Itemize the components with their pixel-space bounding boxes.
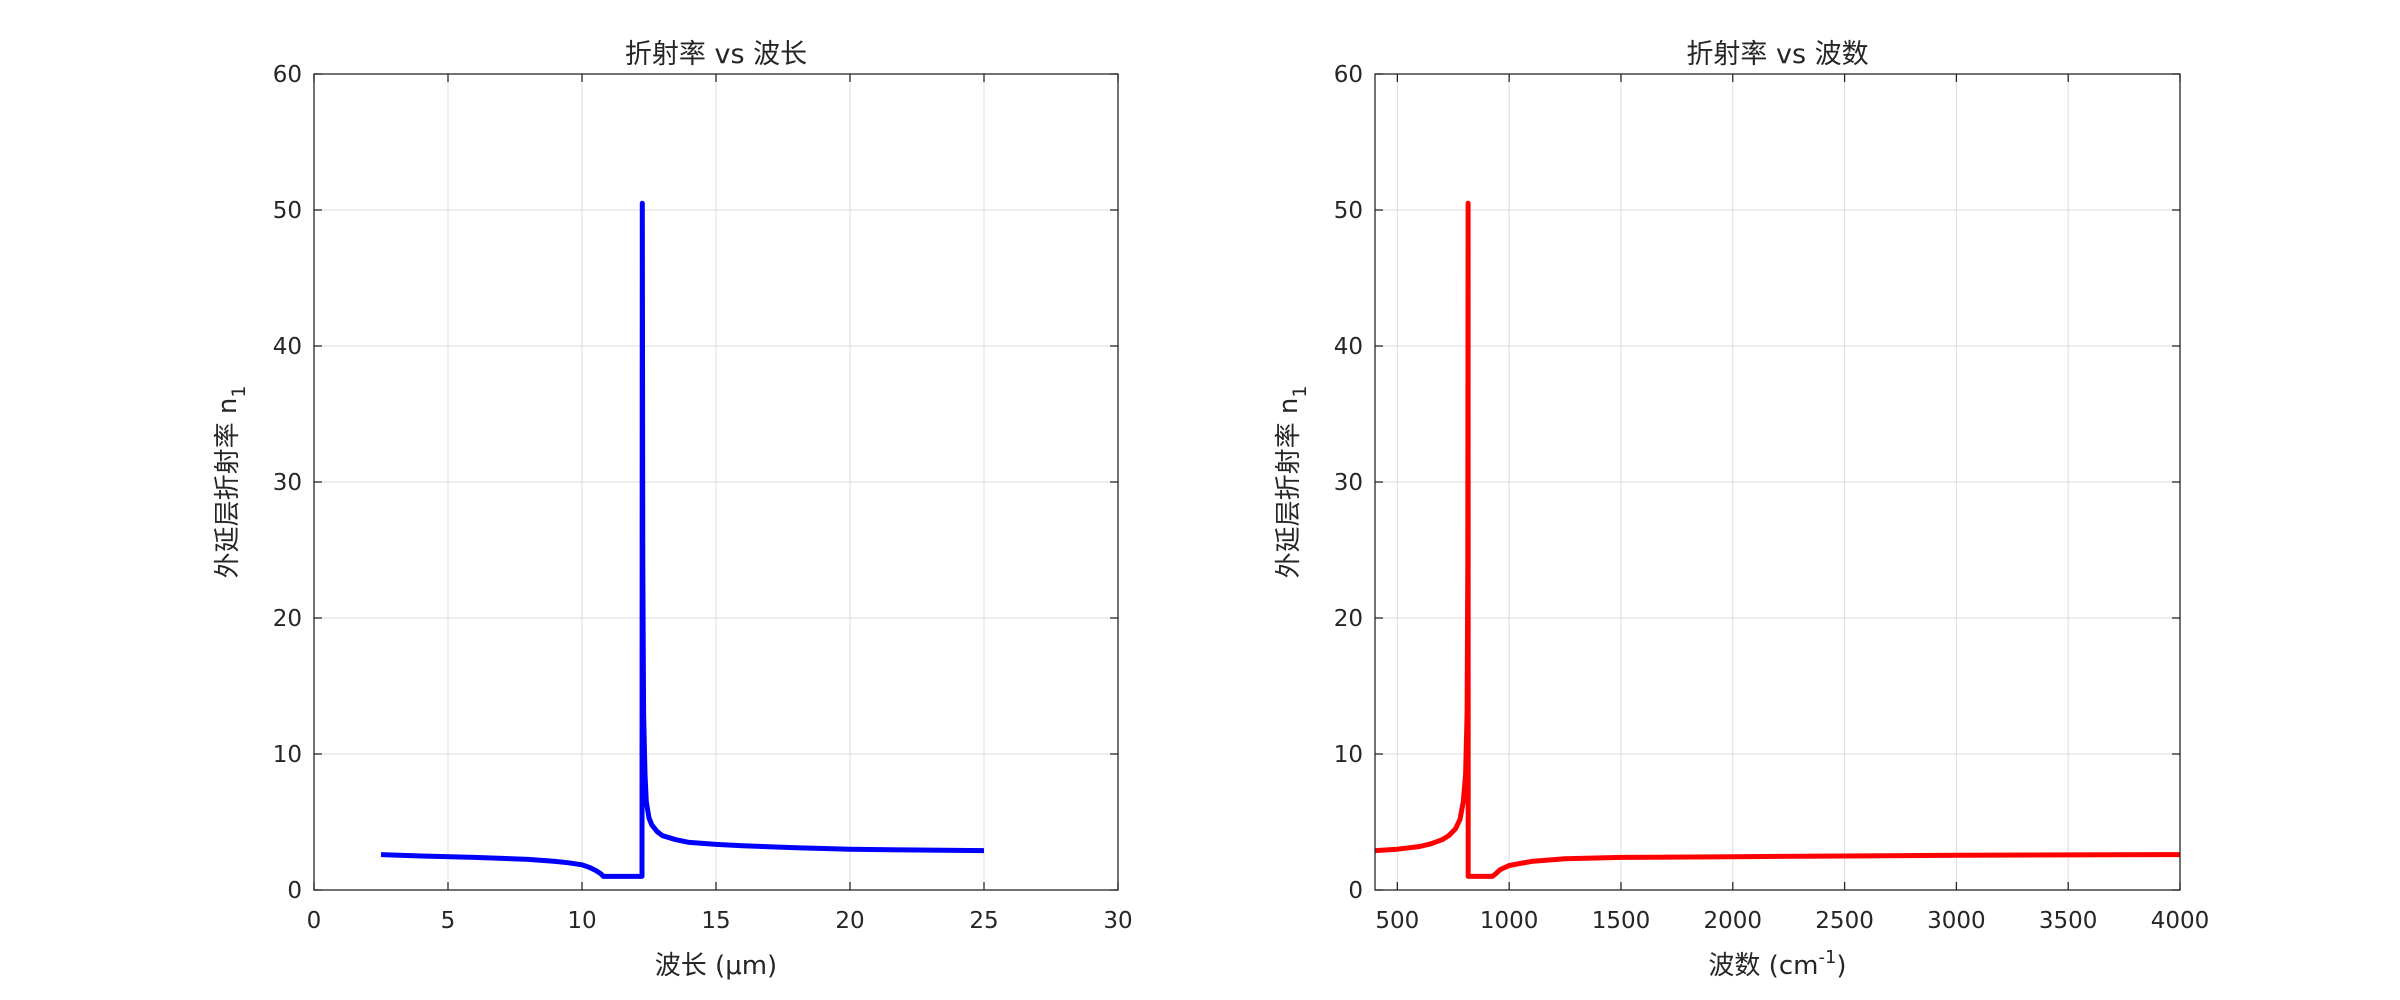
x-axis-label: 波数 (cm-1) <box>1708 947 1846 981</box>
y-axis-label: 外延层折射率 n1 <box>213 386 250 579</box>
y-tick-label: 60 <box>1334 62 1363 88</box>
x-tick-label: 20 <box>835 908 864 934</box>
y-tick-label: 60 <box>273 62 302 88</box>
x-tick-label: 5 <box>441 908 456 934</box>
y-tick-label: 20 <box>1334 606 1363 632</box>
y-tick-label: 0 <box>287 878 302 904</box>
x-tick-label: 10 <box>567 908 596 934</box>
y-tick-label: 40 <box>273 334 302 360</box>
x-tick-label: 2500 <box>1815 908 1874 934</box>
chart-title: 折射率 vs 波长 <box>625 39 807 70</box>
chart-refractive-index-vs-wavenumber: 500 1000 1500 2000 2500 3000 3500 4000 0 10 20 30 40… <box>1274 39 2209 981</box>
x-tick-label: 1000 <box>1480 908 1539 934</box>
x-tick-label: 30 <box>1103 908 1132 934</box>
y-tick-label: 20 <box>273 606 302 632</box>
series-line <box>1374 200 2181 879</box>
series-line <box>380 200 985 879</box>
x-tick-label: 0 <box>307 908 322 934</box>
x-tick-label: 3500 <box>2039 908 2098 934</box>
y-tick-label: 50 <box>1334 198 1363 224</box>
y-tick-label: 10 <box>1334 742 1363 768</box>
y-tick-label: 30 <box>1334 470 1363 496</box>
x-tick-label: 2000 <box>1704 908 1763 934</box>
y-axis-label: 外延层折射率 n1 <box>1274 386 1311 579</box>
x-tick-label: 1500 <box>1592 908 1651 934</box>
x-tick-label: 15 <box>701 908 730 934</box>
x-tick-label: 3000 <box>1927 908 1986 934</box>
x-tick-label: 500 <box>1375 908 1419 934</box>
y-tick-label: 0 <box>1348 878 1363 904</box>
y-tick-label: 50 <box>273 198 302 224</box>
x-tick-label: 4000 <box>2151 908 2210 934</box>
y-tick-label: 30 <box>273 470 302 496</box>
x-axis-label: 波长 (μm) <box>655 951 777 981</box>
y-tick-label: 40 <box>1334 334 1363 360</box>
x-tick-label: 25 <box>969 908 998 934</box>
chart-title: 折射率 vs 波数 <box>1686 39 1868 70</box>
y-tick-label: 10 <box>273 742 302 768</box>
